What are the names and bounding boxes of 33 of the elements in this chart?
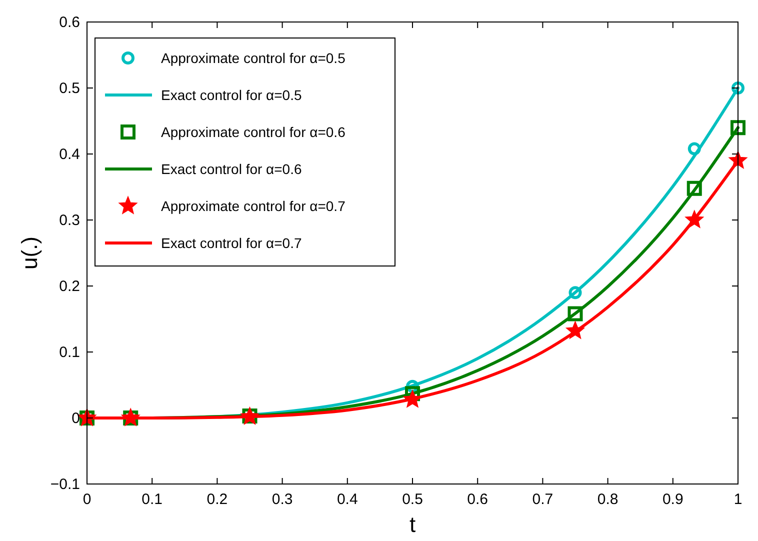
x-tick-label: 1 [734,491,742,508]
x-tick-label: 0.6 [467,491,488,508]
y-tick-label: 0.6 [59,14,80,31]
x-tick-label: 0.5 [402,491,423,508]
point [732,82,744,94]
legend-label: Approximate control for α=0.5 [161,50,346,66]
x-tick-label: 0.1 [142,491,163,508]
point [688,142,701,156]
point [568,286,582,300]
y-tick-label: 0.1 [59,344,80,361]
y-tick-label: 0.5 [59,80,80,97]
legend-label: Exact control for α=0.7 [161,235,302,251]
legend-label: Approximate control for α=0.7 [161,198,346,214]
x-tick-label: 0.2 [206,491,228,508]
x-tick-label: 0.8 [597,491,618,508]
y-tick-label: −0.1 [50,476,80,493]
y-tick-label: 0 [72,410,80,427]
x-tick-label: 0.7 [532,491,554,508]
x-tick-label: 0 [82,491,92,508]
y-tick-label: 0.3 [59,212,80,229]
point [730,120,746,136]
x-tick-label: 0.3 [272,491,293,508]
y-tick-label: 0.4 [59,146,80,163]
y-tick-label: 0.2 [59,278,80,295]
x-tick-label: 0.4 [336,491,358,508]
x-axis-title: t [409,512,416,537]
x-tick-label: 0.9 [662,491,684,508]
legend-label: Exact control for α=0.6 [161,161,302,177]
point [686,180,702,196]
point [568,306,583,322]
legend-label: Approximate control for α=0.6 [161,124,346,140]
legend-label: Exact control for α=0.5 [161,87,302,103]
y-axis-title: u(.) [17,236,42,270]
